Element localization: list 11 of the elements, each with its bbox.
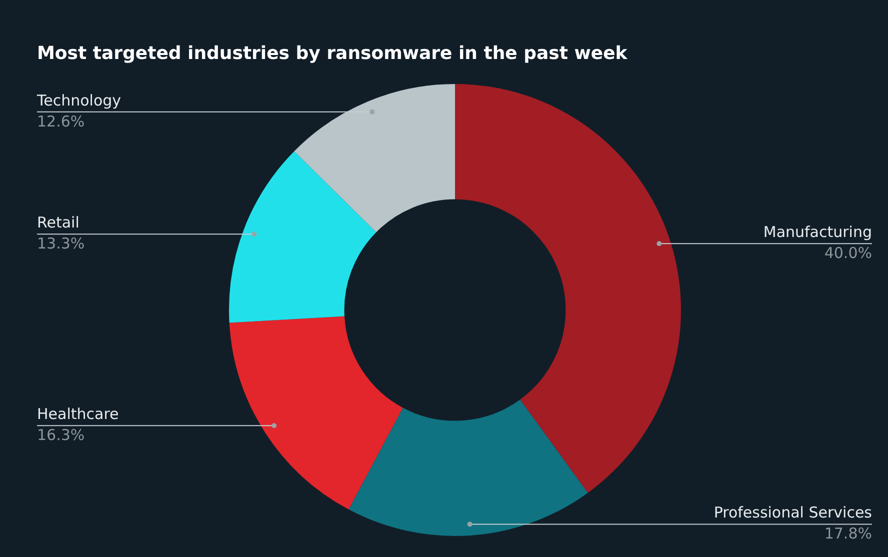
data-label: 40.0%: [824, 244, 872, 262]
data-label: 17.8%: [824, 524, 872, 543]
slice-label: Retail: [37, 214, 80, 232]
data-label: 16.3%: [37, 426, 85, 444]
slice-label: Healthcare: [37, 405, 119, 423]
data-label: 13.3%: [37, 234, 85, 252]
data-label: 12.6%: [37, 112, 85, 130]
slice-label: Manufacturing: [763, 223, 872, 242]
slice-label: Professional Services: [714, 504, 872, 522]
slice-label: Technology: [36, 91, 122, 110]
chart-title: Most targeted industries by ransomware in the past week: [37, 43, 628, 64]
